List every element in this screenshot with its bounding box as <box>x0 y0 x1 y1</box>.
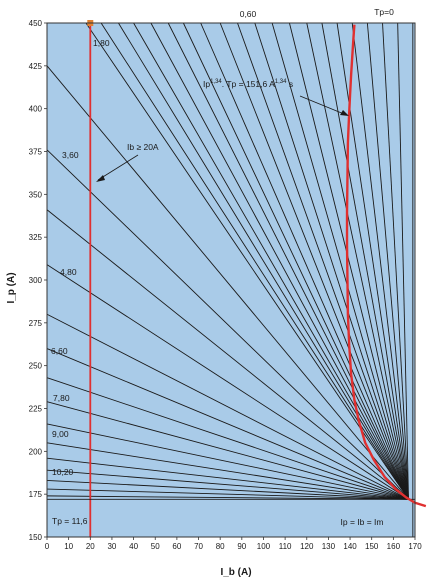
annotation-tp-bottom: Tp = 11,6 <box>52 516 88 526</box>
y-axis-title: I_p (A) <box>6 272 17 303</box>
fan-line <box>200 22 409 500</box>
fan-lines <box>46 22 409 500</box>
fan-line <box>46 377 409 500</box>
annotation-label-900: 9,00 <box>52 429 69 439</box>
y-tick-label: 175 <box>29 490 43 499</box>
y-tick-label: 350 <box>29 190 43 199</box>
x-tick-label: 160 <box>387 542 401 551</box>
fan-line <box>100 22 409 500</box>
x-tick-label: 100 <box>257 542 271 551</box>
fan-line <box>46 264 409 500</box>
x-ticks: 0 10 20 30 40 50 60 70 80 90 100 110 120 130 140 150 160… <box>45 537 422 551</box>
fan-line <box>46 348 409 500</box>
fan-line <box>46 469 409 500</box>
fan-line <box>289 22 409 500</box>
fan-line <box>46 488 409 500</box>
fan-line <box>46 209 409 500</box>
formula-arrow-head <box>340 110 349 116</box>
x-tick-label: 70 <box>194 542 203 551</box>
annotation-label-360: 3,60 <box>62 150 79 160</box>
fan-line <box>133 22 409 500</box>
y-tick-label: 325 <box>29 233 43 242</box>
y-tick-label: 275 <box>29 319 43 328</box>
annotation-tp-top: 0,60 <box>240 9 257 19</box>
x-tick-label: 0 <box>45 542 50 551</box>
fan-line <box>237 22 409 500</box>
fan-line <box>46 401 409 500</box>
annotation-ib-min: Ib ≥ 20A <box>127 142 159 152</box>
x-tick-label: 110 <box>279 542 292 551</box>
fan-line <box>351 22 409 500</box>
y-tick-label: 375 <box>29 148 43 157</box>
x-tick-label: 80 <box>216 542 225 551</box>
fan-line <box>150 22 409 500</box>
fan-line <box>397 22 409 500</box>
x-tick-label: 130 <box>322 542 336 551</box>
fan-line <box>306 22 409 500</box>
annotation-label-660: 6,60 <box>51 346 68 356</box>
fan-line <box>182 22 409 500</box>
fan-line <box>118 22 409 500</box>
x-tick-label: 120 <box>300 542 314 551</box>
fan-line <box>46 480 409 500</box>
fan-line <box>46 457 409 500</box>
x-tick-label: 140 <box>343 542 357 551</box>
annotation-label-480: 4,80 <box>60 267 77 277</box>
x-axis-title: I_b (A) <box>220 567 251 578</box>
y-tick-label: 225 <box>29 405 43 414</box>
annotation-equal: Ip = Ib = Im <box>341 517 384 527</box>
annotation-label-780: 7,80 <box>53 393 70 403</box>
fan-line <box>46 495 409 500</box>
x-tick-label: 50 <box>151 542 160 551</box>
annotation-formula: Ip1,34. Tp = 151,6 A1,34 s <box>203 79 293 89</box>
x-tick-label: 170 <box>408 542 422 551</box>
fan-line <box>46 423 409 500</box>
annotation-tp-zero: Tp=0 <box>374 7 394 17</box>
x-tick-label: 60 <box>172 542 181 551</box>
annotation-label-1020: 10,20 <box>52 467 74 477</box>
x-tick-label: 30 <box>107 542 116 551</box>
y-tick-label: 150 <box>29 533 43 542</box>
y-tick-label: 400 <box>29 105 43 114</box>
x-tick-label: 40 <box>129 542 138 551</box>
fan-line <box>382 22 409 500</box>
fan-line <box>321 22 409 500</box>
fan-line <box>254 22 409 500</box>
x-tick-label: 10 <box>64 542 73 551</box>
annotation-label-180: 1,80 <box>93 38 110 48</box>
fan-line <box>167 22 409 500</box>
y-tick-label: 425 <box>29 62 43 71</box>
y-tick-label: 300 <box>29 276 43 285</box>
fan-line <box>46 313 409 500</box>
ib-min-arrow-line <box>97 154 139 181</box>
highlight-curve <box>345 24 427 508</box>
fan-line <box>366 22 409 500</box>
fan-line <box>46 149 409 500</box>
ib-min-arrow-head <box>96 175 105 182</box>
x-tick-label: 90 <box>237 542 246 551</box>
fan-line <box>46 65 409 500</box>
formula-arrow-line <box>299 95 345 115</box>
fan-line <box>46 442 409 500</box>
y-tick-label: 200 <box>29 447 43 456</box>
x-tick-label: 20 <box>86 542 95 551</box>
y-tick-label: 250 <box>29 362 43 371</box>
y-ticks: 150 175 200 225 250 275 300 325 350 375 400 425 450 <box>29 19 47 542</box>
y-tick-label: 450 <box>29 19 43 28</box>
fan-line <box>271 22 409 500</box>
x-tick-label: 150 <box>365 542 379 551</box>
fan-line <box>219 22 409 500</box>
fan-line <box>85 22 409 500</box>
